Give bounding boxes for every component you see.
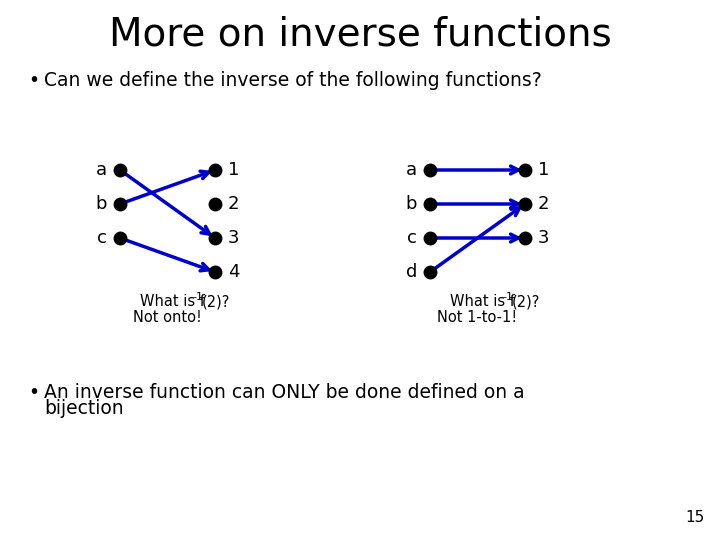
Text: (2)?: (2)? xyxy=(511,294,540,309)
Text: 3: 3 xyxy=(228,229,240,247)
Text: 1: 1 xyxy=(228,161,239,179)
Text: -1: -1 xyxy=(503,292,513,302)
Text: Not onto!: Not onto! xyxy=(133,310,202,326)
Text: b: b xyxy=(405,195,417,213)
Text: 2: 2 xyxy=(538,195,549,213)
Text: 4: 4 xyxy=(228,263,240,281)
Text: Can we define the inverse of the following functions?: Can we define the inverse of the followi… xyxy=(44,71,541,90)
Text: c: c xyxy=(407,229,417,247)
Text: (2)?: (2)? xyxy=(202,294,230,309)
Text: What is f: What is f xyxy=(449,294,514,309)
Text: -1: -1 xyxy=(192,292,204,302)
Text: a: a xyxy=(406,161,417,179)
Text: c: c xyxy=(97,229,107,247)
Text: 15: 15 xyxy=(685,510,705,525)
Text: More on inverse functions: More on inverse functions xyxy=(109,16,611,54)
Text: What is f: What is f xyxy=(140,294,204,309)
Text: bijection: bijection xyxy=(44,400,124,419)
Text: a: a xyxy=(96,161,107,179)
Text: Not 1-to-1!: Not 1-to-1! xyxy=(438,310,518,326)
Text: •: • xyxy=(28,71,39,90)
Text: An inverse function can ONLY be done defined on a: An inverse function can ONLY be done def… xyxy=(44,382,525,402)
Text: b: b xyxy=(96,195,107,213)
Text: 1: 1 xyxy=(538,161,549,179)
Text: d: d xyxy=(405,263,417,281)
Text: 2: 2 xyxy=(228,195,240,213)
Text: 3: 3 xyxy=(538,229,549,247)
Text: •: • xyxy=(28,382,39,402)
